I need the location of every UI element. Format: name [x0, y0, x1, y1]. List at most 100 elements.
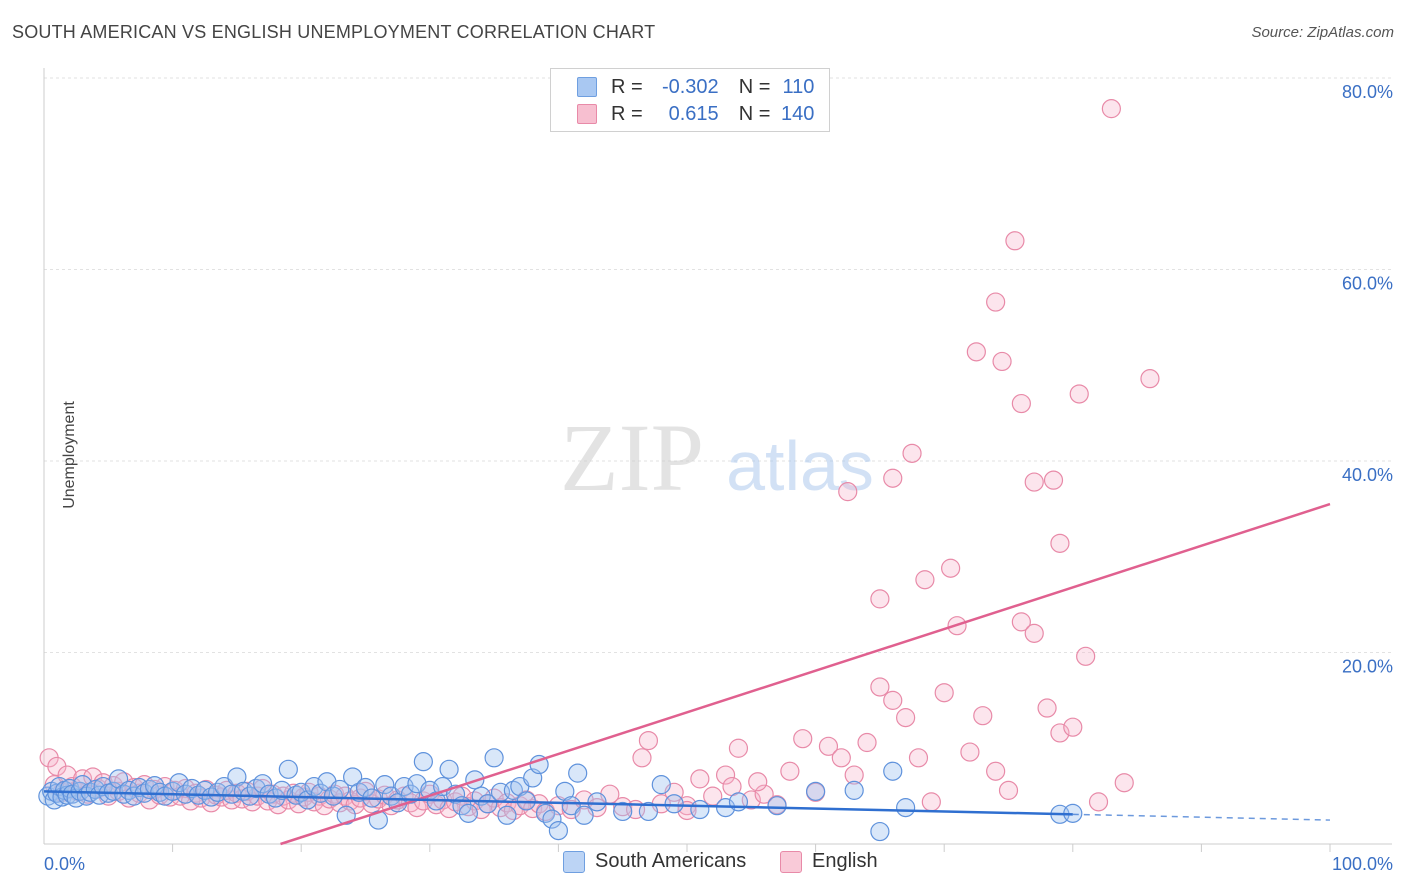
- english-point: [780, 761, 800, 781]
- legend-n-label: N =: [738, 102, 771, 125]
- english-point: [883, 690, 903, 710]
- south-american-point: [478, 794, 498, 814]
- y-tick-label: 80.0%: [1342, 82, 1393, 102]
- tick-labels: 20.0% 40.0% 60.0% 80.0% 0.0% 100.0%: [44, 82, 1393, 874]
- english-point: [992, 351, 1012, 372]
- legend-swatch-english: [577, 104, 597, 124]
- english-point: [986, 761, 1006, 781]
- south-american-point: [613, 801, 633, 822]
- south-american-point: [568, 763, 588, 783]
- english-point: [1069, 384, 1089, 404]
- english-point: [690, 769, 710, 789]
- south-american-point: [844, 780, 864, 800]
- english-point: [715, 765, 736, 785]
- south-american-point: [574, 805, 594, 825]
- english-point: [1011, 612, 1031, 632]
- south-american-point: [458, 803, 478, 823]
- legend-label-south-americans: South Americans: [595, 850, 747, 872]
- x-tick-label: 0.0%: [44, 854, 85, 874]
- english-point: [1088, 792, 1109, 812]
- english-point: [638, 730, 659, 751]
- y-tick-label: 60.0%: [1342, 274, 1393, 294]
- english-point: [1063, 717, 1083, 737]
- watermark-zip: ZIP: [560, 404, 704, 511]
- south-american-point: [664, 794, 684, 814]
- south-american-point: [484, 748, 504, 768]
- south-american-point: [265, 788, 286, 808]
- south-american-point: [286, 785, 306, 805]
- english-point: [818, 736, 839, 756]
- english-point: [870, 589, 890, 609]
- legend-swatch-south-americans: [577, 77, 597, 97]
- legend-item-english[interactable]: English: [780, 850, 878, 873]
- correlation-legend: R = -0.302 N = 110 R = 0.615 N = 140: [550, 68, 830, 132]
- english-point: [870, 677, 890, 697]
- south-american-point: [561, 796, 581, 816]
- legend-row-south-americans: R = -0.302 N = 110: [551, 74, 814, 100]
- english-point: [838, 482, 858, 502]
- english-point: [1114, 773, 1134, 793]
- legend-swatch-english: [780, 850, 802, 873]
- legend-r-value: 0.615: [668, 102, 719, 125]
- english-point: [793, 729, 813, 749]
- legend-item-south-americans[interactable]: South Americans: [563, 850, 746, 873]
- legend-n-label: N =: [738, 75, 771, 98]
- english-point: [973, 706, 993, 726]
- x-tick-label: 100.0%: [1332, 854, 1393, 874]
- legend-n-value: 110: [782, 75, 815, 98]
- south-american-point: [883, 761, 903, 781]
- south-american-point: [375, 775, 395, 795]
- english-point: [921, 792, 941, 812]
- grid-lines: [44, 77, 1392, 653]
- english-point: [966, 342, 986, 362]
- english-point: [83, 767, 103, 787]
- south-american-point: [805, 781, 826, 801]
- english-point: [902, 443, 922, 463]
- trend-lines: [43, 502, 1331, 846]
- south-american-point: [638, 801, 659, 822]
- legend-row-english: R = 0.615 N = 140: [551, 101, 814, 127]
- legend-label-english: English: [812, 850, 878, 872]
- english-point: [883, 468, 903, 488]
- south-american-point: [870, 821, 890, 842]
- legend-r-label: R =: [611, 75, 643, 98]
- english-trend-line: [280, 502, 1331, 846]
- south-american-point: [272, 780, 292, 800]
- south-american-point: [651, 775, 671, 795]
- south-american-point: [690, 799, 710, 820]
- south-american-point: [336, 805, 356, 825]
- english-point: [934, 683, 954, 703]
- south-american-point: [497, 805, 517, 825]
- english-point: [844, 765, 864, 785]
- watermark: ZIP atlas: [560, 404, 874, 511]
- english-point: [986, 292, 1006, 312]
- south-americans-trend-line: [43, 790, 1073, 816]
- english-point: [857, 732, 877, 753]
- english-point: [896, 708, 916, 728]
- south-american-point: [767, 796, 787, 816]
- english-point: [1043, 470, 1064, 490]
- series-legend: South Americans English: [0, 850, 1406, 878]
- south-american-point: [278, 759, 298, 779]
- english-point: [998, 780, 1019, 800]
- english-point: [1076, 646, 1096, 666]
- english-point: [908, 748, 929, 768]
- english-point: [632, 748, 652, 768]
- south-american-point: [355, 777, 376, 798]
- y-tick-label: 40.0%: [1342, 465, 1393, 485]
- south-american-point: [548, 820, 569, 841]
- english-point: [1005, 231, 1025, 251]
- watermark-atlas: atlas: [726, 427, 874, 505]
- english-point: [754, 784, 774, 804]
- english-point: [1037, 698, 1057, 718]
- english-point: [1101, 99, 1121, 119]
- english-point: [748, 772, 768, 792]
- south-american-point: [413, 752, 433, 772]
- english-point: [831, 748, 851, 768]
- south-american-point: [542, 809, 562, 829]
- legend-swatch-south-americans: [563, 850, 585, 873]
- english-point: [1024, 623, 1044, 643]
- english-point: [1011, 393, 1031, 414]
- axes: [43, 68, 1392, 852]
